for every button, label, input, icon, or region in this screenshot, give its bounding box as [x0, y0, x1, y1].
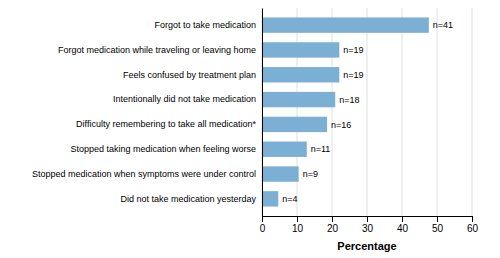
- x-tick-label: 60: [467, 223, 479, 234]
- x-tick-mark: [472, 216, 473, 222]
- annotations: n=4 n=9 n=11 n=16 n=18 n=19 n=19 n=41: [282, 20, 453, 204]
- y-tick: Stopped taking medication when feeling w…: [70, 144, 262, 154]
- annotation: n=19: [343, 45, 363, 55]
- grid-line: [332, 8, 333, 216]
- bar: [262, 42, 339, 57]
- y-tick: Forgot to take medication: [154, 20, 262, 30]
- grid-line: [367, 8, 368, 216]
- x-tick-mark: [297, 216, 298, 222]
- y-tick-label: Did not take medication yesterday: [120, 194, 256, 204]
- x-axis-title: Percentage: [337, 240, 396, 252]
- bar: [262, 166, 299, 181]
- y-tick: Intentionally did not take medication: [113, 94, 262, 104]
- grid-line: [297, 8, 298, 216]
- bar: [262, 67, 339, 82]
- bar: [262, 117, 327, 132]
- x-tick-mark: [262, 216, 263, 222]
- y-tick-label: Forgot medication while traveling or lea…: [58, 45, 256, 55]
- annotation: n=4: [282, 194, 297, 204]
- y-tick-label: Intentionally did not take medication: [113, 94, 256, 104]
- x-tick-label: 0: [260, 223, 266, 234]
- x-tick: 50: [432, 216, 444, 234]
- plot-area: 0 10 20 30 40 50 60 Did not take medication yes…: [32, 8, 479, 252]
- annotation: n=11: [311, 144, 331, 154]
- x-tick: 10: [292, 216, 304, 234]
- y-axis: Did not take medication yesterday Stopped…: [32, 9, 263, 217]
- y-tick: Stopped medication when symptoms were un…: [32, 169, 262, 179]
- y-tick-label: Stopped taking medication when feeling w…: [70, 144, 256, 154]
- x-axis-line: [263, 217, 473, 223]
- x-tick-mark: [402, 216, 403, 222]
- bars: [262, 17, 429, 206]
- y-tick-label: Forgot to take medication: [154, 20, 256, 30]
- x-axis: 0 10 20 30 40 50 60: [260, 216, 479, 234]
- grid: [262, 8, 472, 216]
- annotation: n=16: [331, 120, 351, 130]
- x-tick: 0: [260, 216, 266, 234]
- x-tick: 60: [467, 216, 479, 234]
- grid-line: [402, 8, 403, 216]
- y-tick-label: Difficulty remembering to take all medic…: [76, 119, 256, 129]
- x-tick-mark: [367, 216, 368, 222]
- x-tick-label: 10: [292, 223, 304, 234]
- grid-line: [472, 8, 473, 216]
- bar: [262, 142, 307, 157]
- bar: [262, 17, 429, 32]
- y-tick-label: Feels confused by treatment plan: [123, 70, 256, 80]
- chart: 0 10 20 30 40 50 60 Did not take medication yes…: [0, 0, 500, 258]
- y-tick: Did not take medication yesterday: [120, 194, 262, 204]
- bar: [262, 191, 278, 206]
- y-tick: Feels confused by treatment plan: [123, 70, 262, 80]
- x-tick-label: 20: [327, 223, 339, 234]
- x-tick: 30: [362, 216, 374, 234]
- x-tick-label: 50: [432, 223, 444, 234]
- annotation: n=9: [303, 169, 318, 179]
- grid-line: [262, 8, 263, 216]
- annotation: n=18: [339, 95, 359, 105]
- y-tick: Difficulty remembering to take all medic…: [76, 119, 262, 129]
- bar: [262, 92, 335, 107]
- x-tick-label: 40: [397, 223, 409, 234]
- grid-line: [437, 8, 438, 216]
- y-tick-label: Stopped medication when symptoms were un…: [32, 169, 256, 179]
- y-tick: Forgot medication while traveling or lea…: [58, 45, 262, 55]
- x-tick: 40: [397, 216, 409, 234]
- y-axis-line: [262, 9, 263, 217]
- x-tick-mark: [332, 216, 333, 222]
- x-tick-mark: [437, 216, 438, 222]
- x-tick: 20: [327, 216, 339, 234]
- annotation: n=19: [343, 70, 363, 80]
- x-tick-label: 30: [362, 223, 374, 234]
- annotation: n=41: [433, 20, 453, 30]
